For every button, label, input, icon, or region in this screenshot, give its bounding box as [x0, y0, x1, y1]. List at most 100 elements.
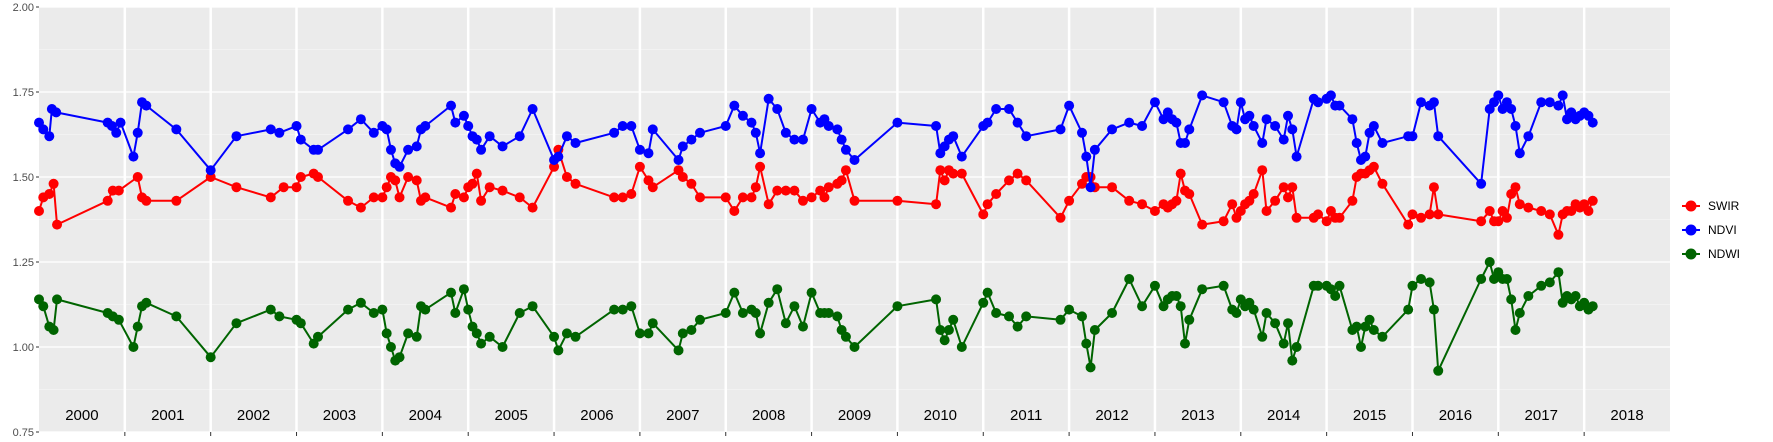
data-point-swir	[935, 165, 946, 176]
data-point-ndwi	[411, 331, 422, 342]
data-point-ndwi	[1076, 311, 1087, 322]
data-point-ndvi	[132, 127, 143, 138]
data-point-ndvi	[823, 121, 834, 131]
data-point-ndvi	[497, 141, 508, 152]
data-point-swir	[772, 185, 783, 196]
data-point-ndvi	[720, 121, 731, 131]
data-point-ndvi	[403, 144, 414, 155]
data-point-swir	[647, 182, 658, 193]
data-point-ndvi	[1261, 114, 1272, 125]
data-point-ndwi	[1004, 311, 1015, 322]
data-point-swir	[390, 175, 401, 186]
data-point-swir	[819, 192, 830, 203]
data-point-swir	[1377, 178, 1388, 189]
data-point-ndvi	[931, 121, 942, 131]
data-point-swir	[1428, 182, 1439, 193]
data-point-ndwi	[355, 297, 366, 308]
data-point-ndvi	[982, 117, 993, 128]
data-point-ndwi	[626, 301, 637, 312]
data-point-ndwi	[982, 287, 993, 298]
data-point-swir	[991, 189, 1002, 199]
data-point-ndvi	[1433, 131, 1444, 142]
data-point-ndwi	[312, 331, 323, 342]
data-point-ndvi	[1283, 110, 1294, 121]
data-point-ndvi	[1416, 97, 1427, 108]
data-point-ndwi	[677, 328, 688, 339]
data-point-ndvi	[128, 151, 139, 162]
data-point-ndwi	[1334, 280, 1345, 291]
data-point-swir	[1476, 216, 1487, 227]
data-point-ndwi	[991, 308, 1002, 318]
data-point-swir	[750, 182, 761, 193]
data-point-swir	[806, 192, 817, 203]
year-label: 2010	[924, 407, 957, 424]
data-point-swir	[939, 175, 950, 186]
data-point-ndwi	[1021, 311, 1032, 322]
data-point-swir	[892, 195, 903, 206]
data-point-ndwi	[1184, 314, 1195, 325]
data-point-swir	[1064, 195, 1075, 206]
data-point-ndwi	[1484, 257, 1495, 267]
data-point-swir	[1403, 219, 1414, 230]
data-point-ndvi	[1085, 182, 1096, 193]
data-point-ndvi	[471, 134, 482, 145]
data-point-ndwi	[1197, 284, 1208, 295]
year-label: 2002	[237, 407, 270, 424]
data-point-ndwi	[1536, 280, 1547, 291]
data-point-ndwi	[1428, 304, 1439, 315]
data-point-swir	[450, 189, 461, 199]
data-point-ndwi	[1137, 301, 1148, 312]
year-label: 2015	[1353, 407, 1386, 424]
data-point-ndwi	[458, 284, 469, 295]
data-point-swir	[1270, 195, 1281, 206]
data-point-swir	[609, 192, 620, 203]
data-point-swir	[1257, 165, 1268, 176]
data-point-swir	[1197, 219, 1208, 230]
data-point-ndvi	[836, 134, 847, 145]
data-point-swir	[836, 175, 847, 186]
data-point-ndvi	[343, 124, 354, 135]
data-point-ndvi	[205, 165, 216, 176]
data-point-ndvi	[1510, 121, 1521, 131]
year-label: 2013	[1181, 407, 1214, 424]
data-point-ndwi	[1424, 277, 1435, 288]
data-point-ndwi	[1544, 277, 1555, 288]
data-point-ndwi	[935, 325, 946, 335]
data-point-ndvi	[1184, 124, 1195, 135]
data-point-swir	[1021, 175, 1032, 186]
year-label: 2008	[752, 407, 785, 424]
data-point-ndwi	[1179, 338, 1190, 349]
data-point-ndwi	[394, 352, 405, 363]
data-point-ndwi	[943, 325, 954, 335]
data-point-ndvi	[1587, 117, 1598, 128]
data-point-swir	[780, 185, 791, 196]
data-point-ndvi	[673, 155, 684, 165]
data-point-ndvi	[115, 117, 126, 128]
data-point-swir	[797, 195, 808, 206]
y-axis: 0.75 1.00 1.25 1.50 1.75 2.00	[13, 2, 39, 439]
data-point-ndvi	[750, 127, 761, 138]
data-point-ndwi	[463, 304, 474, 315]
data-point-ndvi	[1506, 104, 1517, 114]
data-point-swir	[1433, 209, 1444, 220]
year-label: 2003	[323, 407, 356, 424]
data-point-swir	[377, 192, 388, 203]
data-point-swir	[1261, 206, 1272, 216]
data-point-ndwi	[755, 328, 766, 339]
data-point-swir	[982, 199, 993, 210]
data-point-ndwi	[823, 308, 834, 318]
data-point-ndvi	[476, 144, 487, 155]
data-point-ndvi	[1081, 151, 1092, 162]
data-point-ndwi	[1364, 314, 1375, 325]
data-point-swir	[102, 195, 113, 206]
data-point-ndwi	[274, 311, 285, 322]
data-point-ndvi	[1360, 151, 1371, 162]
data-point-ndvi	[840, 144, 851, 155]
data-point-ndvi	[1248, 121, 1259, 131]
data-point-swir	[231, 182, 242, 193]
data-point-swir	[1347, 195, 1358, 206]
data-point-ndvi	[111, 127, 122, 138]
data-point-ndvi	[806, 104, 817, 114]
data-point-ndwi	[892, 301, 903, 312]
